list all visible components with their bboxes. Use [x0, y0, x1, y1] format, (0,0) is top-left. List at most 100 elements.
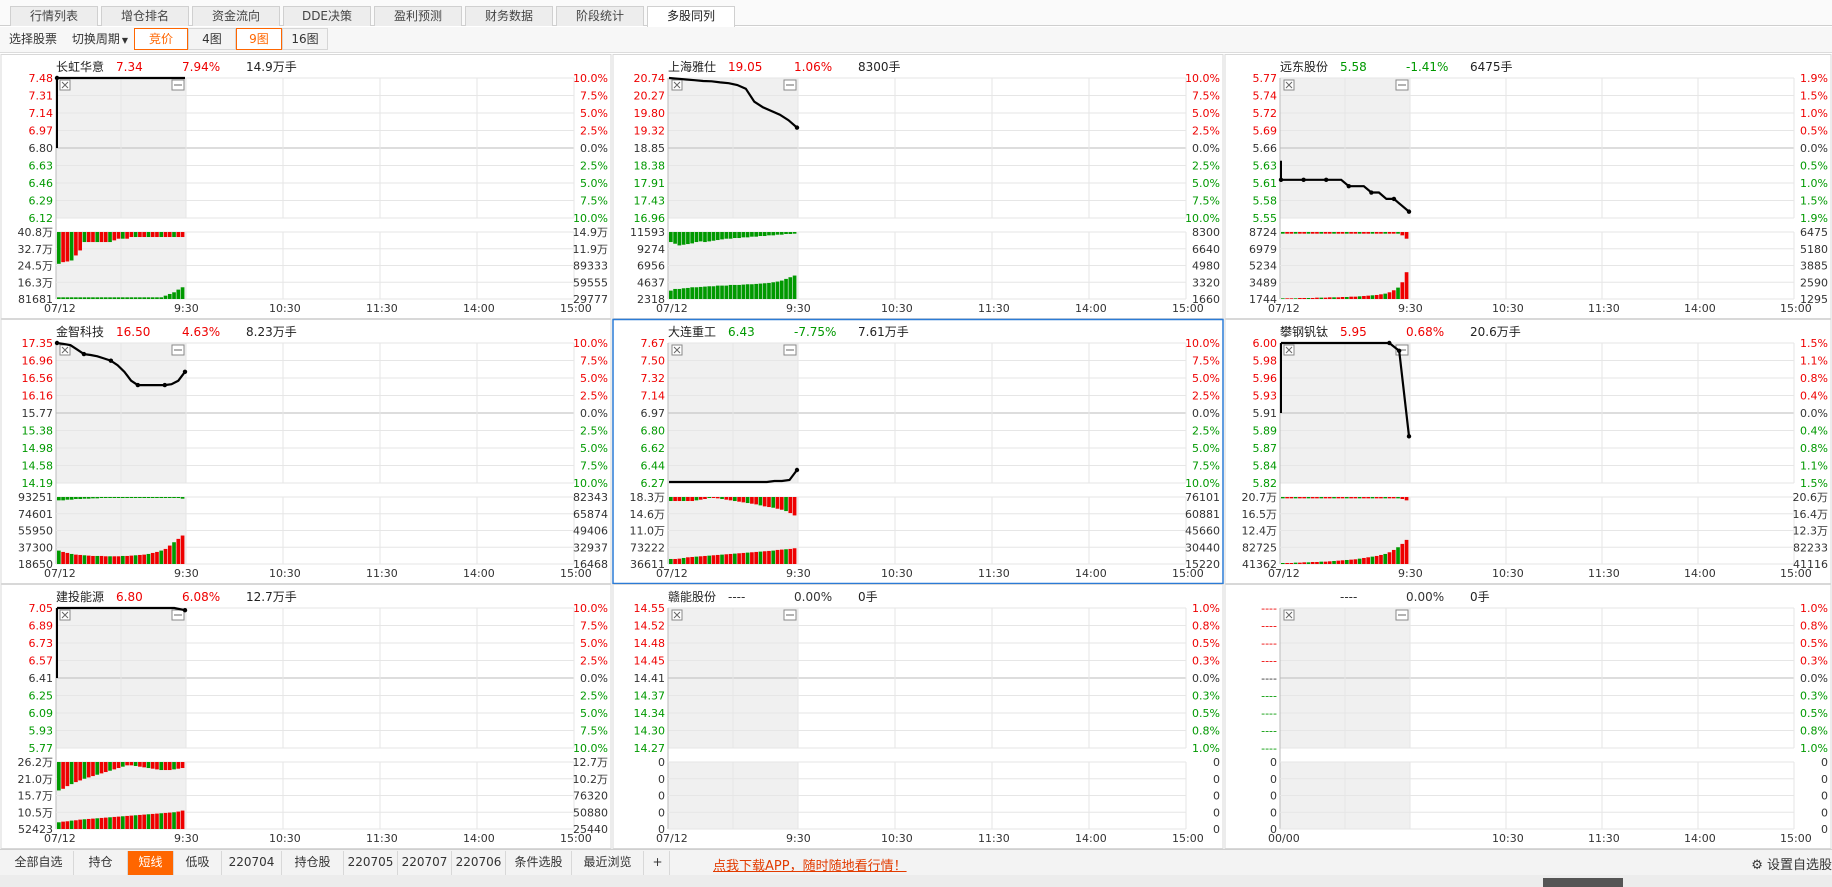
volume-bar-top [724, 232, 729, 239]
price-tick-label: 16.96 [634, 212, 666, 225]
volume-bar-top [1345, 497, 1349, 499]
volume-bar-bottom [163, 812, 168, 829]
stock-panel-0[interactable]: 长虹华意 7.34 7.94% 14.9万手 7.48 10.0% 7.31 7.5% 7.14… [0, 54, 612, 319]
volume-bar-top [150, 762, 155, 769]
stock-volume: 6475手 [1470, 60, 1513, 74]
bottom-tab-6[interactable]: 220705 [344, 851, 398, 875]
top-tab-bar: 行情列表 增仓排名 资金流向 DDE决策 盈利预测 财务数据 阶段统计 多股同列 [0, 0, 1832, 27]
price-tick-label: 14.30 [634, 725, 666, 738]
volume-bar-bottom [1310, 297, 1315, 299]
volume-bar-top [159, 232, 164, 238]
volume-bar-top [1383, 232, 1388, 234]
volume-bar-bottom [1281, 562, 1285, 564]
time-tick-label: 14:00 [463, 832, 495, 845]
time-tick-label: 07/12 [44, 567, 76, 580]
stock-volume: 0手 [858, 590, 878, 604]
volume-tick-right: 14.9万 [573, 226, 609, 239]
tab-0[interactable]: 行情列表 [10, 6, 98, 26]
stock-price: 6.43 [728, 325, 755, 339]
volume-tick-right: 60881 [1185, 508, 1220, 521]
volume-bar-bottom [103, 817, 108, 829]
view-9-button[interactable]: 9图 [236, 28, 282, 50]
volume-bar-top [1293, 232, 1298, 234]
volume-bar-bottom [82, 555, 87, 564]
bottom-tab-4[interactable]: 220704 [222, 851, 282, 875]
bottom-tab-0[interactable]: 全部自选 [4, 851, 74, 875]
volume-bar-bottom [116, 816, 121, 829]
percent-tick-label: 0.8% [1800, 620, 1828, 633]
volume-bar-bottom [91, 555, 95, 564]
price-line [668, 76, 798, 129]
volume-bar-bottom [788, 277, 793, 299]
volume-tick-right: 0 [1213, 806, 1220, 819]
stock-panel-3[interactable]: 金智科技 16.50 4.63% 8.23万手 17.35 10.0% 16.96 7.5% 1… [0, 319, 612, 584]
add-tab-button[interactable]: + [646, 851, 670, 875]
stock-panel-2[interactable]: 远东股份 5.58 -1.41% 6475手 5.77 1.9% 5.74 1.5% 5.72 1… [1224, 54, 1832, 319]
stock-panel-1[interactable]: 上海雅仕 19.05 1.06% 8300手 20.74 10.0% 20.27 7.5% 19… [612, 54, 1224, 319]
bottom-tab-7[interactable]: 220707 [398, 851, 452, 875]
tab-7[interactable]: 多股同列 [647, 6, 735, 27]
stock-panel-4[interactable]: 大连重工 6.43 -7.75% 7.61万手 7.67 10.0% 7.50 7.5% 7.3… [612, 318, 1224, 585]
volume-bar-bottom [142, 554, 146, 564]
volume-bar-bottom [715, 285, 720, 299]
volume-tick-right: 32937 [573, 541, 608, 554]
volume-tick-left: 6956 [637, 260, 665, 273]
volume-tick-right: 3885 [1800, 260, 1828, 273]
price-tick-label: 6.00 [1253, 337, 1278, 350]
volume-bar-top [767, 497, 771, 508]
tab-3[interactable]: DDE决策 [283, 6, 371, 26]
select-stock-button[interactable]: 选择股票 [8, 32, 57, 46]
volume-bar-top [690, 232, 694, 244]
volume-tick-left: 0 [658, 790, 665, 803]
tab-1[interactable]: 增仓排名 [101, 6, 189, 26]
volume-tick-left: 52423 [18, 823, 53, 836]
bottom-tab-10[interactable]: 最近浏览 [572, 851, 644, 875]
tab-5[interactable]: 财务数据 [465, 6, 553, 26]
time-tick-label: 10:30 [269, 567, 301, 580]
time-tick-label: 9:30 [174, 832, 199, 845]
bottom-tab-9[interactable]: 条件选股 [506, 851, 572, 875]
volume-tick-left: 5234 [1249, 260, 1277, 273]
view-16-button[interactable]: 16图 [282, 28, 328, 50]
bottom-tab-bar: 全部自选 持仓 短线 低吸 220704 持仓股 220705 220707 220706 条件选… [0, 849, 1832, 875]
price-tick-label: 6.46 [29, 177, 54, 190]
percent-tick-label: 5.0% [580, 177, 608, 190]
price-tick-label: 6.27 [641, 477, 666, 490]
bottom-tab-1[interactable]: 持仓 [74, 851, 128, 875]
volume-bar-top [172, 497, 176, 499]
view-4-button[interactable]: 4图 [188, 28, 236, 50]
settings-button[interactable]: ⚙ 设置自选股 [1751, 854, 1832, 873]
volume-bar-top [155, 497, 159, 499]
bottom-tab-5[interactable]: 持仓股 [282, 851, 344, 875]
volume-bar-bottom [1285, 298, 1289, 299]
volume-bar-bottom [159, 297, 164, 299]
bottom-tab-2[interactable]: 短线 [128, 851, 174, 875]
volume-bar-top [146, 232, 151, 238]
volume-bar-top [1370, 232, 1375, 234]
volume-tick-left: 9274 [637, 243, 665, 256]
percent-tick-label: 0.5% [1800, 707, 1828, 720]
tab-6[interactable]: 阶段统计 [556, 6, 644, 26]
stock-panel-8[interactable]: ---- 0.00% 0手---- 1.0%---- 0.8%---- 0.5%---- 0… [1224, 584, 1832, 849]
bottom-tab-3[interactable]: 低吸 [174, 851, 222, 875]
percent-tick-label: 1.0% [1192, 742, 1220, 755]
volume-tick-left: 12.4万 [1242, 525, 1278, 538]
tab-4[interactable]: 盈利预测 [374, 6, 462, 26]
volume-bar-top [1332, 232, 1336, 234]
bottom-tab-8[interactable]: 220706 [452, 851, 506, 875]
stock-panel-6[interactable]: 建投能源 6.80 6.08% 12.7万手 7.05 10.0% 6.89 7.5% 6.73… [0, 584, 612, 849]
volume-bar-bottom [1293, 562, 1298, 564]
download-app-link[interactable]: 点我下载APP，随时随地看行情！ [713, 859, 907, 874]
price-tick-label: 14.34 [634, 707, 666, 720]
volume-bar-bottom [167, 812, 172, 829]
auction-button[interactable]: 竞价 [134, 28, 188, 50]
stock-panel-7[interactable]: 赣能股份 ---- 0.00% 0手 14.55 1.0% 14.52 0.8% 14.48 0.… [612, 584, 1224, 849]
tab-2[interactable]: 资金流向 [192, 6, 280, 26]
switch-period-dropdown[interactable]: 切换周期 ▼ [66, 28, 134, 50]
percent-tick-label: 7.5% [580, 725, 608, 738]
volume-bar-bottom [1357, 296, 1362, 299]
volume-bar-top [788, 232, 793, 235]
scrollbar-thumb[interactable] [1543, 878, 1623, 887]
volume-bar-top [681, 497, 686, 502]
stock-panel-5[interactable]: 攀钢钒钛 5.95 0.68% 20.6万手 6.00 1.5% 5.98 1.1% 5.96 0… [1224, 319, 1832, 584]
